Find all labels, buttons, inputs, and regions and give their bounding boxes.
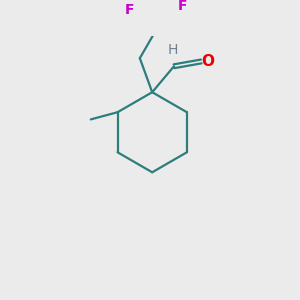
Text: O: O [202,54,215,69]
Text: F: F [178,0,188,14]
Text: H: H [167,43,178,57]
Text: F: F [125,3,135,17]
